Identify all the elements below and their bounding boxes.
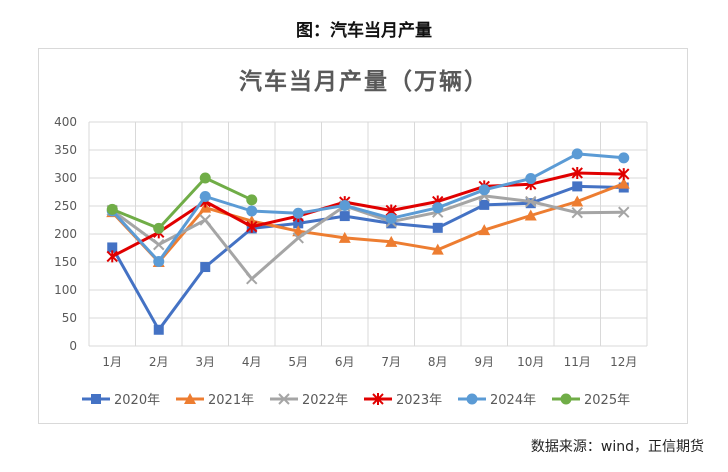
series-3-point	[292, 232, 304, 244]
series-1-point	[572, 181, 583, 192]
series-5-point	[571, 148, 583, 160]
series-2-point	[292, 225, 305, 237]
legend-marker-3	[278, 393, 290, 405]
series-1-point	[293, 218, 304, 229]
series-5-point	[339, 199, 351, 211]
series-4-point	[618, 168, 630, 181]
x-tick-label: 11月	[564, 355, 591, 369]
series-6-point	[246, 194, 258, 206]
legend-label-6: 2025年	[584, 393, 630, 408]
series-5-point	[292, 207, 304, 219]
series-line-1	[110, 184, 624, 332]
legend-marker-2	[184, 393, 196, 404]
series-1-point	[432, 222, 443, 233]
series-5-point	[525, 173, 537, 185]
x-tick-label: 7月	[381, 355, 401, 369]
series-2-point	[431, 243, 444, 255]
series-6-point	[199, 172, 211, 184]
chart-frame: 汽车当月产量（万辆） 0 50 100 150 200 250 300 350 400 1月 2月 3月…	[38, 48, 688, 424]
series-5-point	[385, 212, 397, 224]
x-tick-label: 4月	[242, 355, 262, 369]
series-5-point	[432, 202, 444, 214]
y-tick-label: 350	[54, 143, 77, 157]
x-tick-label: 2月	[149, 355, 169, 369]
x-tick-label: 9月	[474, 355, 494, 369]
legend-label-2: 2021年	[208, 393, 254, 408]
y-tick-label: 50	[62, 311, 77, 325]
series-line-6	[111, 176, 253, 230]
series-6-point	[153, 222, 165, 234]
y-tick-label: 300	[54, 171, 77, 185]
series-3-point	[153, 238, 165, 251]
series-5-point	[153, 255, 165, 267]
y-tick-label: 0	[69, 339, 77, 353]
series-4-point	[106, 250, 118, 263]
y-tick-label: 100	[54, 283, 77, 297]
series-6-point	[106, 203, 118, 215]
legend-marker-5	[466, 393, 478, 405]
series-3-point	[525, 195, 537, 208]
series-3-point	[246, 273, 258, 285]
series-3-point	[199, 214, 211, 226]
legend-label-1: 2020年	[114, 393, 160, 408]
series-4-point	[246, 220, 258, 233]
source-note: 数据来源：wind，正信期货	[530, 439, 704, 455]
x-tick-label: 10月	[517, 355, 544, 369]
series-5-point	[618, 152, 630, 164]
x-tick-label: 3月	[195, 355, 215, 369]
series-line-5	[111, 152, 624, 263]
y-tick-label: 150	[54, 255, 77, 269]
series-2-point	[524, 209, 537, 221]
x-tick-label: 6月	[335, 355, 355, 369]
series-1-point	[153, 324, 164, 335]
series-5-point	[246, 205, 258, 217]
series-2-point	[478, 224, 491, 236]
series-line-3	[111, 194, 624, 281]
y-tick-label: 250	[54, 199, 77, 213]
line-chart: 汽车当月产量（万辆） 0 50 100 150 200 250 300 350 400 1月 2月 3月…	[54, 68, 648, 408]
series-5-point	[199, 190, 211, 202]
series-2-point	[385, 235, 398, 247]
legend-marker-6	[560, 393, 572, 405]
x-tick-label: 1月	[102, 355, 122, 369]
series-line-2	[111, 182, 625, 264]
y-tick-label: 200	[54, 227, 77, 241]
series-3-point	[571, 207, 583, 219]
series-4-point	[571, 166, 583, 179]
series-2-point	[617, 177, 630, 189]
figure-caption: 图：汽车当月产量	[296, 21, 432, 41]
series-1-point	[339, 211, 350, 222]
legend-label-4: 2023年	[396, 393, 442, 408]
series-5-point	[478, 184, 490, 196]
x-tick-label: 12月	[610, 355, 637, 369]
series-2-point	[338, 231, 351, 243]
legend-marker-1	[91, 394, 101, 404]
x-tick-label: 8月	[428, 355, 448, 369]
series-1-point	[479, 199, 490, 210]
series-2-point	[571, 195, 584, 207]
series-1-point	[200, 262, 211, 273]
series-3-point	[618, 206, 630, 218]
chart-title: 汽车当月产量（万辆）	[239, 68, 489, 95]
series-1-point	[525, 198, 536, 209]
legend-label-3: 2022年	[302, 393, 348, 408]
x-tick-label: 5月	[288, 355, 308, 369]
legend-marker-4	[372, 393, 384, 405]
legend-label-5: 2024年	[490, 393, 536, 408]
y-tick-label: 400	[54, 115, 77, 129]
series-1-point	[107, 242, 118, 253]
